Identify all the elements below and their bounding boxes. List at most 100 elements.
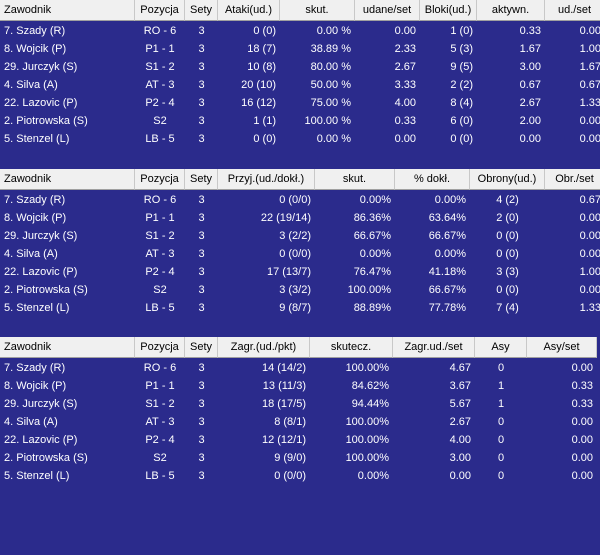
table-cell: 29. Jurczyk (S) (4, 230, 78, 242)
table-cell: 3.00 (449, 452, 471, 464)
table-cell: 0.00% (359, 248, 391, 260)
table-cell: RO - 6 (143, 194, 177, 206)
table-cell: 0.00 (579, 284, 600, 296)
table-cell: 3.67 (449, 380, 471, 392)
table-cell: 2. Piotrowska (S) (4, 452, 88, 464)
column-header: udane/set (355, 0, 420, 21)
table-cell: P1 - 1 (145, 380, 175, 392)
table-cell: 8 (4) (450, 97, 473, 109)
table-cell: 0.67 (579, 79, 600, 91)
table-cell: 0.00 (519, 133, 541, 145)
table-cell: 0.67 (579, 194, 600, 206)
table-cell: 4. Silva (A) (4, 79, 58, 91)
table-cell: 75.00 % (310, 97, 351, 109)
table-cell: 7. Szady (R) (4, 194, 66, 206)
table-cell: 4 (2) (496, 194, 519, 206)
table-cell: 1 (497, 398, 505, 410)
table-cell: 3 (198, 380, 205, 392)
table-cell: 0 (497, 362, 505, 374)
table-cell: 13 (11/3) (262, 380, 306, 392)
table-cell: 3 (198, 230, 205, 242)
table-cell: 1 (1) (253, 115, 276, 127)
table-cell: 8. Wojcik (P) (4, 380, 67, 392)
column-header: % dokł. (395, 169, 470, 190)
table-cell: 22. Lazovic (P) (4, 97, 78, 109)
table-cell: 18 (7) (247, 43, 276, 55)
table-cell: 77.78% (428, 302, 466, 314)
table-cell: 9 (5) (450, 61, 473, 73)
table-cell: 5. Stenzel (L) (4, 470, 70, 482)
table-cell: 66.67% (428, 284, 466, 296)
table-cell: 0.00 (571, 470, 593, 482)
table-cell: 2.67 (519, 97, 541, 109)
table-cell: 5.67 (449, 398, 471, 410)
column-header: Zawodnik (0, 337, 135, 358)
table-cell: 3 (198, 97, 205, 109)
table-cell: 94.44% (351, 398, 389, 410)
table-cell: P2 - 4 (145, 97, 175, 109)
table-cell: 2 (0) (496, 212, 519, 224)
table-cell: 1.33 (579, 97, 600, 109)
table-cell: 8. Wojcik (P) (4, 212, 67, 224)
table-cell: 0 (0/0) (279, 248, 311, 260)
table-cell: 0 (0) (450, 133, 473, 145)
table-cell: 9 (9/0) (274, 452, 306, 464)
table-cell: RO - 6 (143, 362, 177, 374)
table-cell: 0 (0) (253, 133, 276, 145)
table-cell: 5. Stenzel (L) (4, 302, 70, 314)
table-cell: 0.00 (571, 452, 593, 464)
table-cell: 63.64% (428, 212, 466, 224)
table-cell: 0.00 (579, 248, 600, 260)
column-header: skut. (280, 0, 355, 21)
table-cell: 100.00% (345, 434, 389, 446)
table-cell: P1 - 1 (145, 43, 175, 55)
column-header: Asy/set (527, 337, 597, 358)
table-cell: 3 (198, 25, 205, 37)
column-header: Zagr.(ud./pkt) (218, 337, 310, 358)
table-cell: 0.00 (579, 25, 600, 37)
table-cell: 0.00 (571, 416, 593, 428)
table-cell: 0.00 (579, 230, 600, 242)
table-cell: 3.33 (394, 79, 416, 91)
table-cell: 4.67 (449, 362, 471, 374)
column-header: Sety (185, 337, 218, 358)
table-cell: 3 (198, 248, 205, 260)
table-cell: 29. Jurczyk (S) (4, 398, 78, 410)
table-cell: P2 - 4 (145, 266, 175, 278)
table-cell: 6 (0) (450, 115, 473, 127)
table-cell: 0 (497, 434, 505, 446)
table-cell: LB - 5 (145, 133, 175, 145)
table-cell: 3 (198, 79, 205, 91)
table-cell: 41.18% (428, 266, 466, 278)
table-cell: 3 (198, 284, 205, 296)
table-cell: 4. Silva (A) (4, 248, 58, 260)
column-header: Sety (185, 0, 218, 21)
table-cell: RO - 6 (143, 25, 177, 37)
table-cell: 3 (198, 212, 205, 224)
table-cell: 0.00 (571, 362, 593, 374)
table-cell: 2.33 (394, 43, 416, 55)
table-cell: 3.00 (519, 61, 541, 73)
table-cell: 3 (198, 266, 205, 278)
table-cell: 80.00 % (310, 61, 351, 73)
table-cell: 1.00 (579, 266, 600, 278)
table-cell: 22. Lazovic (P) (4, 266, 78, 278)
table-cell: AT - 3 (145, 248, 175, 260)
table-cell: 76.47% (353, 266, 391, 278)
table-cell: AT - 3 (145, 416, 175, 428)
table-cell: 100.00% (345, 362, 389, 374)
table-cell: 1 (497, 380, 505, 392)
table-cell: 84.62% (351, 380, 389, 392)
column-header: Zagr.ud./set (393, 337, 475, 358)
table-cell: 3 (198, 416, 205, 428)
table-cell: 0 (0) (496, 248, 519, 260)
table-cell: 0.00 (579, 115, 600, 127)
table-cell: 20 (10) (241, 79, 276, 91)
table-cell: 0 (497, 470, 505, 482)
table-cell: 1.00 (579, 43, 600, 55)
column-header: aktywn. (477, 0, 545, 21)
table-cell: 4.00 (449, 434, 471, 446)
table-cell: 0 (0/0) (274, 470, 306, 482)
table-cell: 8. Wojcik (P) (4, 43, 67, 55)
